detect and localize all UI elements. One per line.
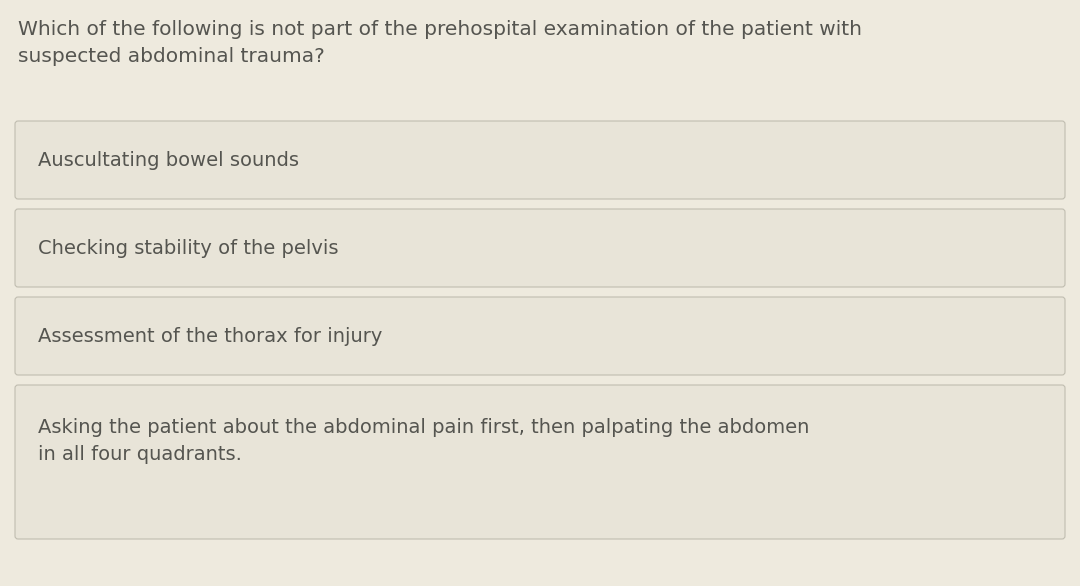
FancyBboxPatch shape bbox=[15, 385, 1065, 539]
FancyBboxPatch shape bbox=[15, 209, 1065, 287]
Text: Checking stability of the pelvis: Checking stability of the pelvis bbox=[38, 239, 338, 257]
Text: Assessment of the thorax for injury: Assessment of the thorax for injury bbox=[38, 326, 382, 346]
Text: Which of the following is not part of the prehospital examination of the patient: Which of the following is not part of th… bbox=[18, 20, 862, 66]
FancyBboxPatch shape bbox=[15, 121, 1065, 199]
FancyBboxPatch shape bbox=[15, 297, 1065, 375]
Text: Auscultating bowel sounds: Auscultating bowel sounds bbox=[38, 151, 299, 169]
Text: Asking the patient about the abdominal pain first, then palpating the abdomen
in: Asking the patient about the abdominal p… bbox=[38, 418, 809, 464]
